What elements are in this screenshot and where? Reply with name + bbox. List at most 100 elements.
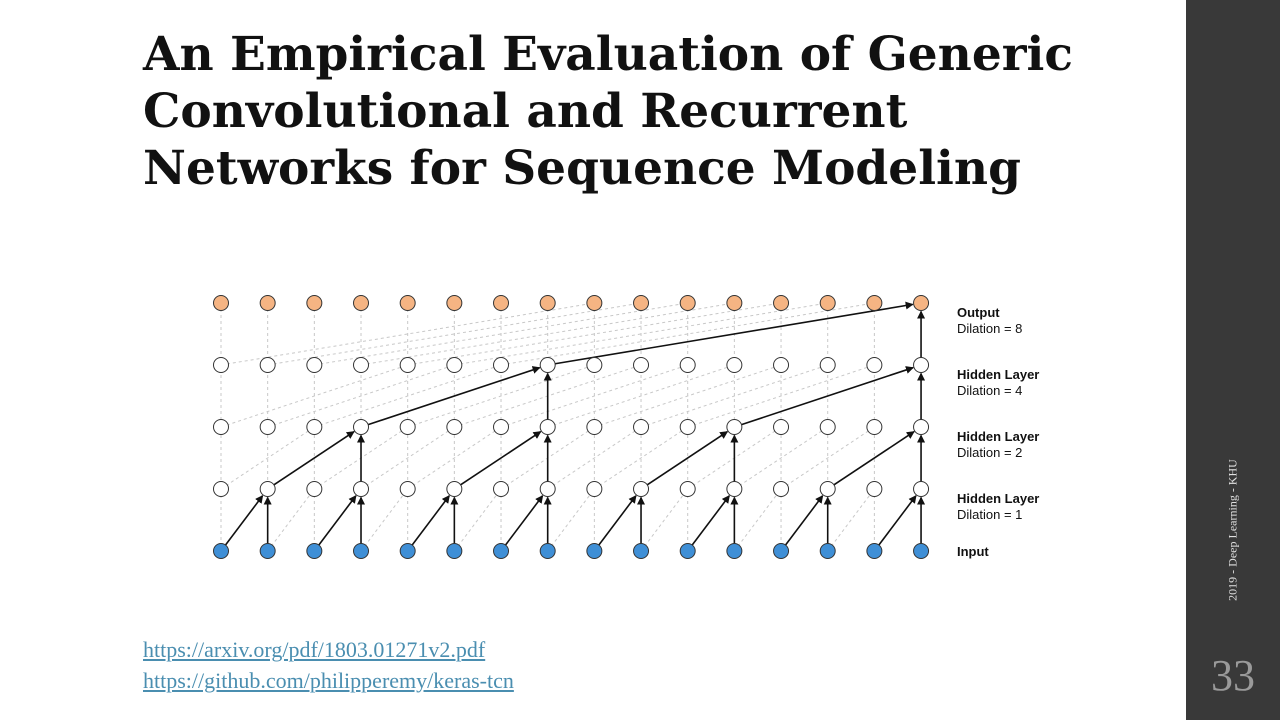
tcn-dilated-convolution-diagram: Output Dilation = 8 Hidden Layer Dilation =… xyxy=(200,285,1060,575)
output-node xyxy=(679,295,696,311)
grid-line xyxy=(500,364,688,428)
reference-links: https://arxiv.org/pdf/1803.01271v2.pdf h… xyxy=(143,634,514,696)
hidden-node xyxy=(819,357,836,373)
grid-line xyxy=(267,364,455,428)
dilation-arrows xyxy=(224,301,926,546)
hidden-node xyxy=(353,481,370,497)
hidden-node xyxy=(913,419,930,435)
output-node xyxy=(726,295,743,311)
output-node xyxy=(866,295,883,311)
grid-line xyxy=(547,426,642,490)
output-node xyxy=(586,295,603,311)
hidden-node xyxy=(633,357,650,373)
grid-line xyxy=(453,488,502,552)
hidden-node xyxy=(259,481,276,497)
grid-line xyxy=(220,426,315,490)
output-node xyxy=(353,295,370,311)
page-number: 33 xyxy=(1211,651,1255,700)
hidden-node xyxy=(726,419,743,435)
hidden-node xyxy=(353,419,370,435)
grid-line xyxy=(220,364,408,428)
input-node xyxy=(913,543,930,559)
input-node xyxy=(446,543,463,559)
hidden-node xyxy=(446,357,463,373)
layer-dilation-label: Dilation = 4 xyxy=(957,383,1022,398)
layer-name-label: Input xyxy=(957,544,989,559)
github-link[interactable]: https://github.com/philipperemy/keras-tc… xyxy=(143,668,514,693)
grid-line xyxy=(547,364,735,428)
hidden-node xyxy=(633,419,650,435)
output-node xyxy=(399,295,416,311)
grid-line xyxy=(594,426,688,490)
grid-line xyxy=(733,488,782,552)
hidden-node xyxy=(539,481,556,497)
arrow xyxy=(504,494,544,546)
input-node xyxy=(726,543,743,559)
input-node xyxy=(493,543,510,559)
grid-line xyxy=(687,364,875,428)
hidden-node xyxy=(493,357,510,373)
grid-line xyxy=(407,426,502,490)
hidden-node xyxy=(726,481,743,497)
hidden-node xyxy=(446,481,463,497)
arxiv-link[interactable]: https://arxiv.org/pdf/1803.01271v2.pdf xyxy=(143,637,486,662)
hidden-node xyxy=(679,481,696,497)
grid-line xyxy=(734,426,828,490)
grid-line xyxy=(594,364,782,428)
grid-lines xyxy=(220,302,922,552)
grid-line xyxy=(780,426,875,490)
hidden-node xyxy=(213,481,229,497)
grid-line xyxy=(267,302,642,366)
input-node xyxy=(399,543,416,559)
hidden-node xyxy=(213,357,229,373)
input-node xyxy=(633,543,650,559)
arrow xyxy=(741,366,914,426)
input-node xyxy=(679,543,696,559)
grid-line xyxy=(267,488,315,552)
layer-name-label: Hidden Layer xyxy=(957,491,1039,506)
hidden-node xyxy=(586,357,603,373)
output-node xyxy=(259,295,276,311)
hidden-node xyxy=(493,481,510,497)
arrow xyxy=(367,366,541,426)
hidden-node xyxy=(586,481,603,497)
layer-name-label: Hidden Layer xyxy=(957,429,1039,444)
input-node xyxy=(773,543,790,559)
hidden-node xyxy=(446,419,463,435)
nodes xyxy=(213,295,930,559)
input-node xyxy=(306,543,323,559)
hidden-node xyxy=(679,419,696,435)
output-node xyxy=(539,295,556,311)
hidden-node xyxy=(819,481,836,497)
hidden-node xyxy=(493,419,510,435)
hidden-node xyxy=(866,481,883,497)
output-node xyxy=(913,295,930,311)
title-line: Convolutional and Recurrent xyxy=(143,84,908,139)
hidden-node xyxy=(353,357,370,373)
input-node xyxy=(866,543,883,559)
layer-name-label: Output xyxy=(957,305,1000,320)
grid-line xyxy=(360,302,735,366)
layer-dilation-label: Dilation = 8 xyxy=(957,321,1022,336)
layer-dilation-label: Dilation = 2 xyxy=(957,445,1022,460)
footer-text: 2019 - Deep Learning - KHU xyxy=(1225,459,1240,601)
grid-line xyxy=(547,488,595,552)
input-node xyxy=(539,543,556,559)
hidden-node xyxy=(773,357,790,373)
hidden-node xyxy=(679,357,696,373)
hidden-node xyxy=(306,419,323,435)
grid-line xyxy=(640,364,828,428)
arrow xyxy=(224,494,264,546)
hidden-node xyxy=(399,419,416,435)
arrow xyxy=(318,494,357,546)
hidden-node xyxy=(399,357,416,373)
hidden-node xyxy=(866,357,883,373)
hidden-node xyxy=(213,419,229,435)
output-node xyxy=(773,295,790,311)
slide-sidebar: 2019 - Deep Learning - KHU 33 xyxy=(1186,0,1280,720)
grid-line xyxy=(314,364,502,428)
input-node xyxy=(586,543,603,559)
arrow xyxy=(833,431,915,486)
